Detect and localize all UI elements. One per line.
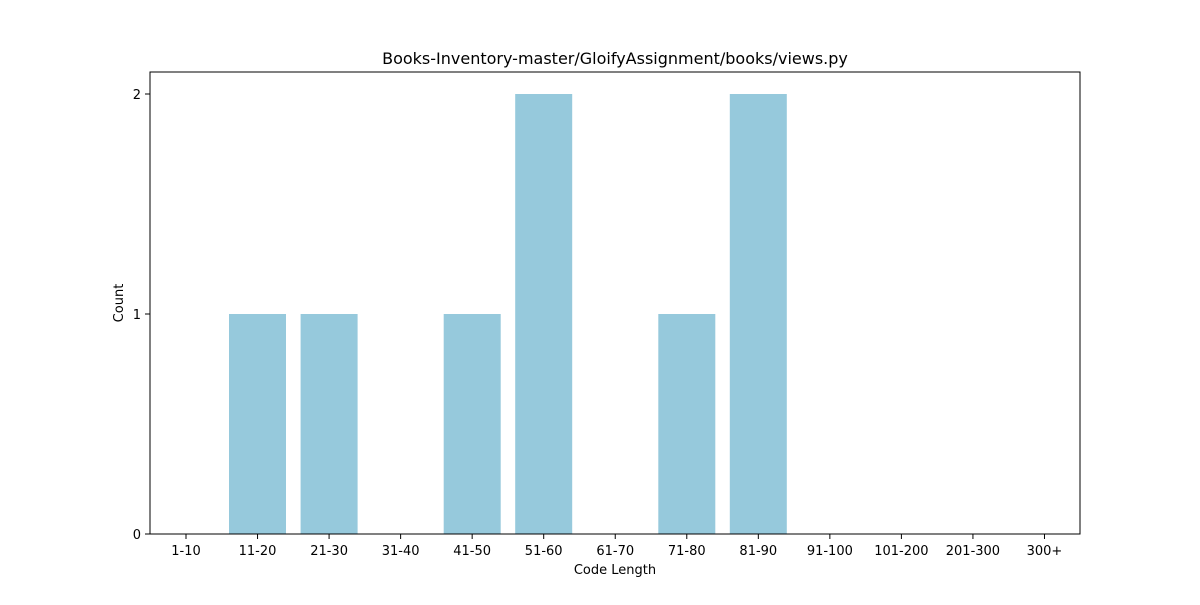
x-tick-label: 31-40 xyxy=(382,544,420,559)
x-tick-label: 101-200 xyxy=(874,544,928,559)
x-tick-label: 91-100 xyxy=(807,544,853,559)
chart-title: Books-Inventory-master/GloifyAssignment/… xyxy=(382,49,848,68)
x-tick-label: 11-20 xyxy=(239,544,277,559)
bars-group xyxy=(229,94,787,534)
plot-frame xyxy=(149,71,1081,535)
bar-81-90 xyxy=(729,94,787,534)
x-tick-label: 61-70 xyxy=(596,544,634,559)
x-tick-label: 201-300 xyxy=(946,544,1000,559)
y-axis: 0 1 2 xyxy=(133,88,150,543)
x-tick-label: 300+ xyxy=(1027,544,1063,559)
x-axis: 1-10 11-20 21-30 31-40 41-50 51-60 61-70 71-80 8… xyxy=(171,534,1062,559)
bar-51-60 xyxy=(515,94,573,534)
x-tick-label: 41-50 xyxy=(453,544,491,559)
x-axis-title: Code Length xyxy=(574,563,656,578)
y-axis-title: Count xyxy=(112,284,127,323)
y-tick-label: 0 xyxy=(133,528,141,543)
bar-41-50 xyxy=(443,314,501,534)
x-tick-label: 71-80 xyxy=(668,544,706,559)
bar-71-80 xyxy=(658,314,716,534)
x-tick-label: 1-10 xyxy=(171,544,201,559)
x-tick-label: 51-60 xyxy=(525,544,563,559)
bar-21-30 xyxy=(300,314,358,534)
y-tick-label: 1 xyxy=(133,308,141,323)
bar-11-20 xyxy=(229,314,286,534)
y-tick-label: 2 xyxy=(133,88,141,103)
x-tick-label: 21-30 xyxy=(310,544,348,559)
x-tick-label: 81-90 xyxy=(739,544,777,559)
